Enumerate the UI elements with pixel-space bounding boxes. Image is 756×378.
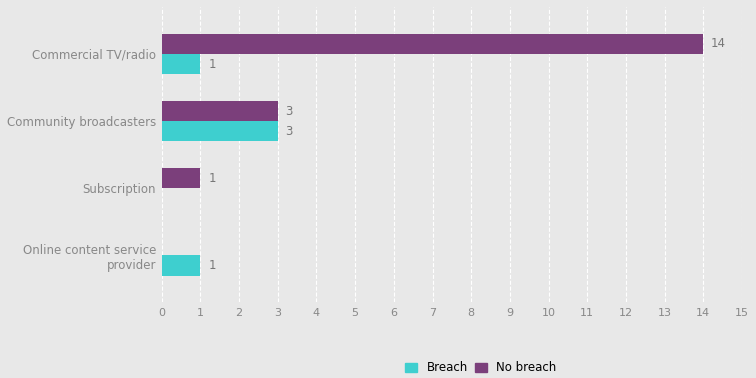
- Text: 1: 1: [208, 172, 215, 185]
- Text: 3: 3: [286, 125, 293, 138]
- Bar: [162, 121, 277, 141]
- Bar: [162, 168, 200, 188]
- Text: 1: 1: [208, 57, 215, 71]
- Bar: [162, 54, 200, 74]
- Legend: Breach, No breach: Breach, No breach: [405, 361, 556, 375]
- Bar: [162, 34, 703, 54]
- Bar: [162, 256, 200, 276]
- Text: 14: 14: [711, 37, 726, 50]
- Text: 1: 1: [208, 259, 215, 272]
- Text: 3: 3: [286, 105, 293, 118]
- Bar: [162, 101, 277, 121]
